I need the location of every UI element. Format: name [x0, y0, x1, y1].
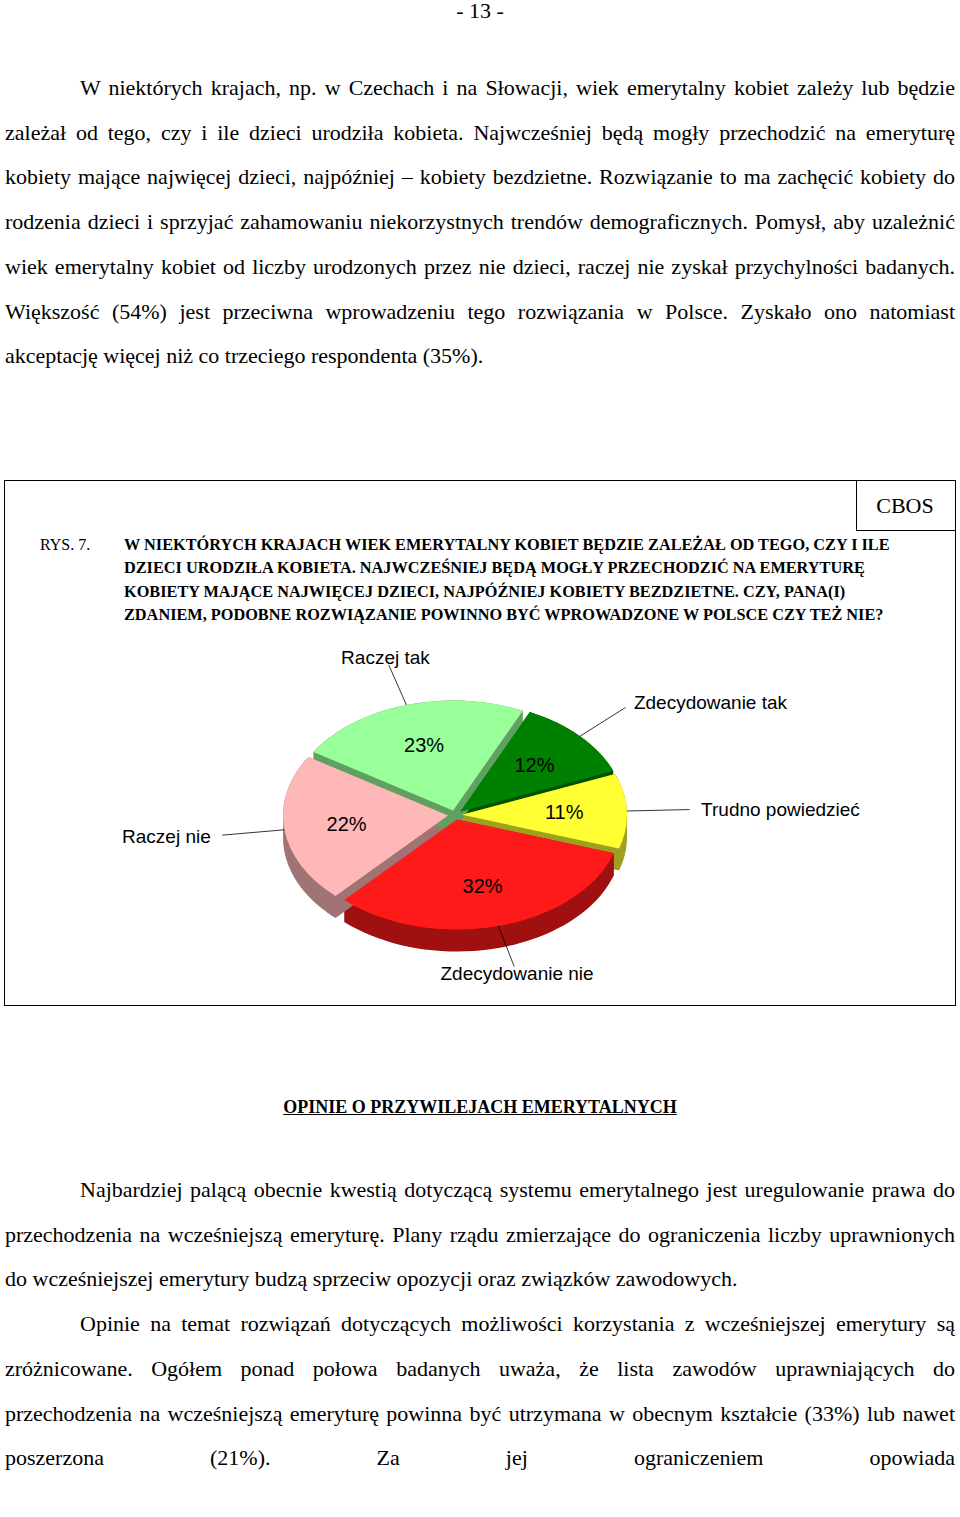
slice [462, 774, 627, 848]
leader-line [627, 810, 690, 811]
pie-sides [283, 701, 627, 952]
section-heading: OPINIE O PRZYWILEJACH EMERYTALNYCH [0, 1097, 960, 1118]
chart-frame [5, 481, 956, 1006]
pie-labels: 12% Zdecydowanie tak 11% Trudno powiedzieć 3… [122, 647, 860, 984]
source-box [857, 481, 956, 531]
slice-side [460, 712, 613, 834]
paragraph: Opinie na temat rozwiązań dotyczących mo… [5, 1302, 955, 1481]
source: CBOS [876, 493, 933, 518]
data-label: 22% [327, 813, 367, 835]
leader-line [389, 665, 407, 705]
slice-side [344, 820, 614, 952]
slice-side [462, 774, 627, 870]
leader-line [580, 707, 626, 736]
paragraph: Najbardziej palącą obecnie kwestią dotyc… [5, 1168, 955, 1302]
category-label: Zdecydowanie nie [440, 963, 593, 984]
data-label: 32% [463, 875, 503, 897]
pie-slices [283, 701, 627, 930]
page-number: - 13 - [0, 0, 960, 24]
figure-label: RYS. 7. [40, 533, 90, 556]
data-label: 12% [514, 754, 554, 776]
slice [283, 757, 448, 896]
paragraph: W niektórych krajach, np. w Czechach i n… [5, 66, 955, 379]
slice [313, 701, 522, 811]
slice-side [283, 757, 448, 918]
pie [283, 701, 627, 952]
category-label: Trudno powiedzieć [701, 799, 860, 820]
category-label: Raczej tak [341, 647, 430, 668]
slice [460, 712, 613, 812]
leader-line [222, 830, 284, 835]
chart-title: W NIEKTÓRYCH KRAJACH WIEK EMERYTALNY KOB… [124, 533, 924, 626]
leader-line [498, 926, 514, 966]
slice [344, 820, 614, 930]
category-label: Raczej nie [122, 826, 211, 847]
data-label: 23% [404, 734, 444, 756]
slice-side [313, 701, 522, 833]
data-label: 11% [545, 801, 584, 823]
category-label: Zdecydowanie tak [634, 692, 788, 713]
